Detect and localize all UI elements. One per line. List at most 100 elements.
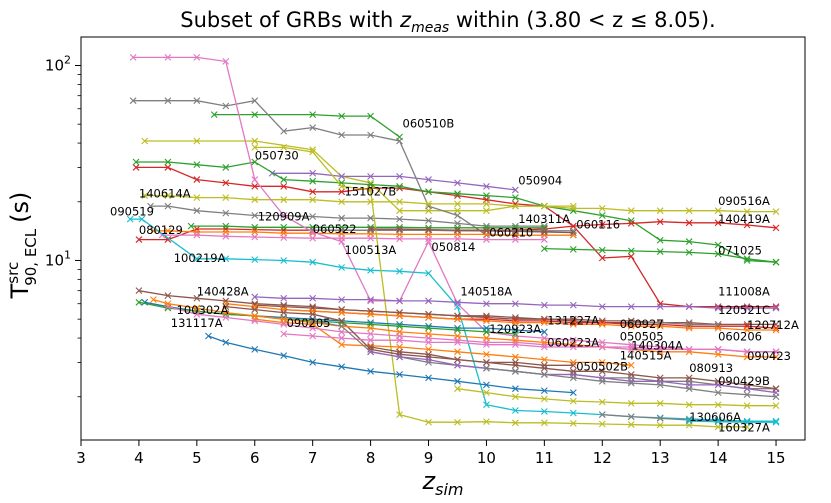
x-tick-label: 9 — [424, 449, 434, 467]
series-090423 — [367, 348, 780, 397]
data-point-050814 — [129, 54, 137, 61]
series-line-080129 — [153, 230, 574, 236]
data-point-140518A — [338, 182, 346, 190]
data-point-050502B — [454, 377, 461, 385]
x-tick-label: 13 — [651, 449, 670, 467]
data-point-071025 — [540, 245, 548, 253]
series-line-060510B — [214, 113, 400, 138]
data-point-060206 — [627, 345, 635, 353]
data-point-140515A — [656, 374, 664, 382]
data-point-060510B — [210, 111, 218, 118]
data-point-060210 — [338, 226, 346, 234]
data-point-140304A — [309, 317, 317, 325]
data-point-100219A — [569, 409, 577, 417]
data-point-100219A — [396, 267, 403, 275]
data-point-090423 — [367, 348, 374, 356]
data-point-090429B — [743, 402, 751, 410]
data-point-111008A — [512, 300, 519, 308]
data-point-100513A — [396, 235, 403, 243]
data-point-140518A — [627, 421, 635, 428]
data-point-071025 — [627, 247, 635, 255]
annotation-label: 131227A — [547, 313, 599, 327]
data-point-140304A — [338, 322, 346, 330]
data-point-160327A — [743, 418, 751, 426]
data-point-080913 — [627, 379, 635, 387]
data-point-140419A — [135, 236, 143, 243]
data-point-140518A — [714, 423, 722, 431]
data-point-090429B — [454, 385, 461, 393]
series-080913 — [483, 364, 780, 401]
data-point-050505 — [150, 296, 157, 303]
data-point-140515A — [540, 364, 548, 372]
series-060510B — [210, 111, 403, 141]
data-point-120909A — [309, 177, 317, 185]
plot-area — [126, 54, 780, 431]
data-point-050904 — [425, 176, 432, 183]
data-point-140515A — [772, 385, 780, 393]
annotation-label: 080129 — [139, 223, 183, 237]
data-point-111008A — [454, 298, 461, 306]
data-point-120909A — [685, 238, 693, 245]
data-point-090423 — [454, 361, 461, 369]
y-tick-label: 101 — [45, 248, 71, 269]
data-point-111008A — [627, 303, 635, 310]
data-point-140518A — [396, 411, 403, 418]
annotation-label: 060116 — [576, 217, 620, 231]
data-point-090429B — [569, 397, 577, 405]
data-point-120909A — [280, 176, 288, 183]
annotation-label: 080913 — [689, 361, 733, 375]
data-point-140419A — [772, 224, 780, 232]
data-point-151027B — [338, 131, 346, 139]
data-point-100219A — [772, 417, 780, 425]
data-point-140614A — [627, 252, 635, 260]
data-point-080913 — [714, 389, 722, 397]
data-point-050502B — [205, 332, 212, 340]
data-point-131117A — [338, 328, 346, 336]
data-point-090516A — [772, 208, 780, 216]
data-point-090516A — [338, 198, 346, 206]
annotation-label: 071025 — [718, 244, 762, 258]
data-point-100513A — [367, 234, 374, 242]
annotation-label: 140419A — [718, 212, 770, 226]
series-071025 — [540, 245, 780, 266]
data-point-060510B — [309, 111, 317, 118]
series-060206 — [280, 330, 780, 356]
data-point-100219A — [483, 401, 490, 409]
data-point-100513A — [425, 235, 432, 243]
series-090429B — [454, 385, 780, 410]
annotations: 060510B 050730 050904 151027B 140614A 090519 1… — [110, 117, 799, 435]
annotation-label: 050502B — [576, 360, 628, 374]
data-point-090429B — [685, 401, 693, 409]
data-point-050814 — [280, 212, 288, 219]
data-point-151027B — [280, 127, 288, 135]
data-point-090516A — [714, 207, 722, 215]
annotation-label: 060210 — [489, 225, 533, 239]
data-point-060206 — [656, 345, 664, 353]
data-point-090429B — [598, 398, 606, 406]
data-point-050502B — [367, 367, 374, 375]
data-point-140515A — [598, 367, 606, 375]
data-point-131117A — [367, 330, 374, 338]
data-point-090519 — [222, 209, 230, 217]
data-point-050904 — [338, 172, 346, 180]
data-point-140515A — [743, 381, 751, 389]
annotation-label: 140515A — [620, 349, 672, 363]
data-point-060522 — [187, 222, 195, 230]
data-point-100219A — [540, 408, 548, 415]
x-tick-label: 3 — [76, 449, 86, 467]
data-point-060223A — [338, 317, 346, 325]
data-point-140518A — [280, 144, 288, 151]
data-point-060116 — [367, 225, 374, 233]
series-140515A — [367, 343, 780, 393]
data-point-090516A — [512, 202, 519, 210]
data-point-120712A — [222, 300, 230, 308]
data-point-090516A — [540, 202, 548, 210]
series-line-100513A — [162, 234, 545, 241]
data-point-120712A — [569, 321, 577, 328]
data-point-100219A — [512, 407, 519, 414]
data-point-120909A — [367, 181, 374, 188]
data-point-120909A — [222, 164, 230, 171]
data-point-151027B — [222, 102, 230, 110]
data-point-140419A — [280, 226, 288, 234]
